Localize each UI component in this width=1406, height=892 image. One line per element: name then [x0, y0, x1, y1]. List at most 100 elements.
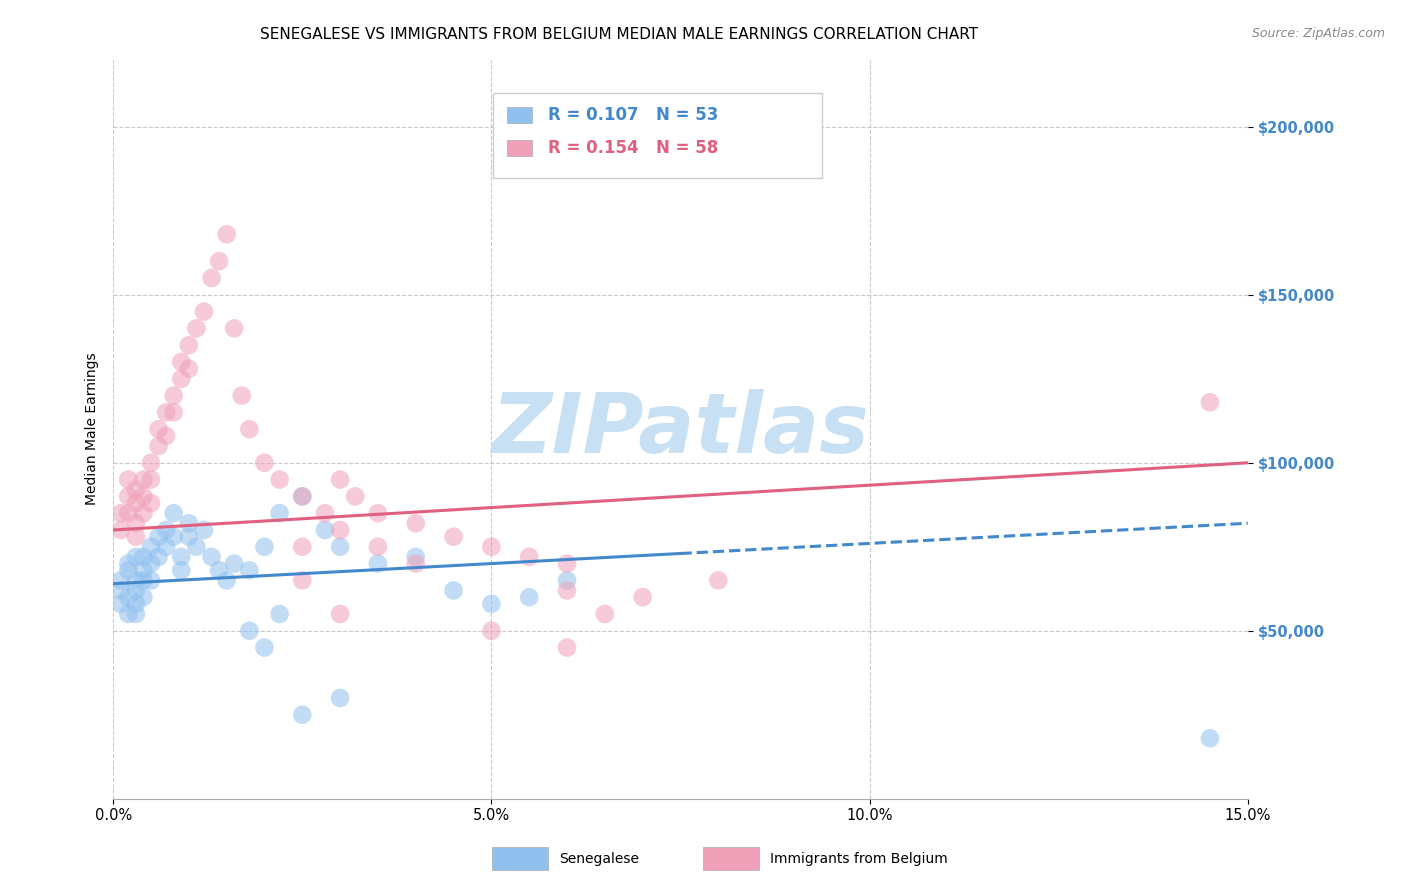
Point [405, 516, 427, 531]
Point [139, 540, 162, 554]
Point [291, 574, 314, 588]
Point [125, 530, 148, 544]
Point [479, 624, 502, 638]
Point [125, 583, 148, 598]
Point [269, 506, 291, 520]
Point [117, 506, 139, 520]
Point [132, 473, 155, 487]
Point [269, 607, 291, 621]
Text: ZIPatlas: ZIPatlas [492, 389, 869, 470]
Point [479, 540, 502, 554]
Point [238, 422, 260, 436]
Text: R = 0.154: R = 0.154 [548, 139, 638, 157]
Point [117, 590, 139, 604]
Point [1199, 395, 1222, 409]
Point [177, 338, 200, 352]
Text: Source: ZipAtlas.com: Source: ZipAtlas.com [1251, 27, 1385, 40]
Point [139, 496, 162, 510]
Point [253, 456, 276, 470]
Point [139, 473, 162, 487]
Point [231, 388, 253, 402]
Point [707, 574, 730, 588]
Point [148, 549, 170, 564]
FancyBboxPatch shape [508, 140, 531, 156]
Point [238, 563, 260, 577]
Point [479, 597, 502, 611]
Point [148, 439, 170, 453]
Point [329, 473, 352, 487]
Point [291, 540, 314, 554]
Point [163, 388, 186, 402]
Point [291, 489, 314, 503]
Point [329, 690, 352, 705]
Point [208, 563, 231, 577]
Point [163, 506, 186, 520]
Y-axis label: Median Male Earnings: Median Male Earnings [86, 353, 100, 506]
Point [177, 361, 200, 376]
Point [170, 372, 193, 386]
Point [117, 473, 139, 487]
Point [631, 590, 654, 604]
Point [117, 489, 139, 503]
Point [291, 707, 314, 722]
Point [139, 574, 162, 588]
Point [139, 557, 162, 571]
Text: N = 53: N = 53 [655, 106, 718, 124]
Point [117, 557, 139, 571]
Point [125, 496, 148, 510]
Point [208, 254, 231, 268]
Text: Senegalese: Senegalese [560, 852, 640, 865]
Point [215, 227, 238, 242]
Point [269, 473, 291, 487]
Point [405, 549, 427, 564]
Point [125, 516, 148, 531]
Point [139, 456, 162, 470]
Point [125, 597, 148, 611]
Point [132, 549, 155, 564]
Text: Immigrants from Belgium: Immigrants from Belgium [770, 852, 948, 865]
Point [224, 321, 246, 335]
Point [110, 597, 132, 611]
Point [186, 540, 208, 554]
Point [148, 530, 170, 544]
Point [125, 574, 148, 588]
FancyBboxPatch shape [508, 107, 531, 123]
Point [148, 422, 170, 436]
Point [117, 563, 139, 577]
Point [555, 574, 578, 588]
Point [132, 506, 155, 520]
Point [170, 549, 193, 564]
Point [593, 607, 616, 621]
Point [193, 523, 215, 537]
Point [367, 506, 389, 520]
Point [367, 557, 389, 571]
Point [555, 640, 578, 655]
Point [329, 607, 352, 621]
Point [110, 506, 132, 520]
Point [163, 530, 186, 544]
Point [177, 516, 200, 531]
Point [125, 483, 148, 497]
Point [367, 540, 389, 554]
Point [155, 540, 177, 554]
Point [125, 549, 148, 564]
Point [132, 574, 155, 588]
Point [314, 523, 336, 537]
Point [555, 557, 578, 571]
Text: N = 58: N = 58 [655, 139, 718, 157]
Point [155, 405, 177, 419]
Text: R = 0.107: R = 0.107 [548, 106, 638, 124]
Point [155, 429, 177, 443]
Point [253, 540, 276, 554]
Point [314, 506, 336, 520]
Point [186, 321, 208, 335]
Point [329, 523, 352, 537]
Point [215, 574, 238, 588]
Point [193, 304, 215, 318]
Point [110, 523, 132, 537]
Point [132, 590, 155, 604]
Point [1199, 731, 1222, 746]
Point [517, 590, 540, 604]
Point [132, 563, 155, 577]
Point [132, 489, 155, 503]
